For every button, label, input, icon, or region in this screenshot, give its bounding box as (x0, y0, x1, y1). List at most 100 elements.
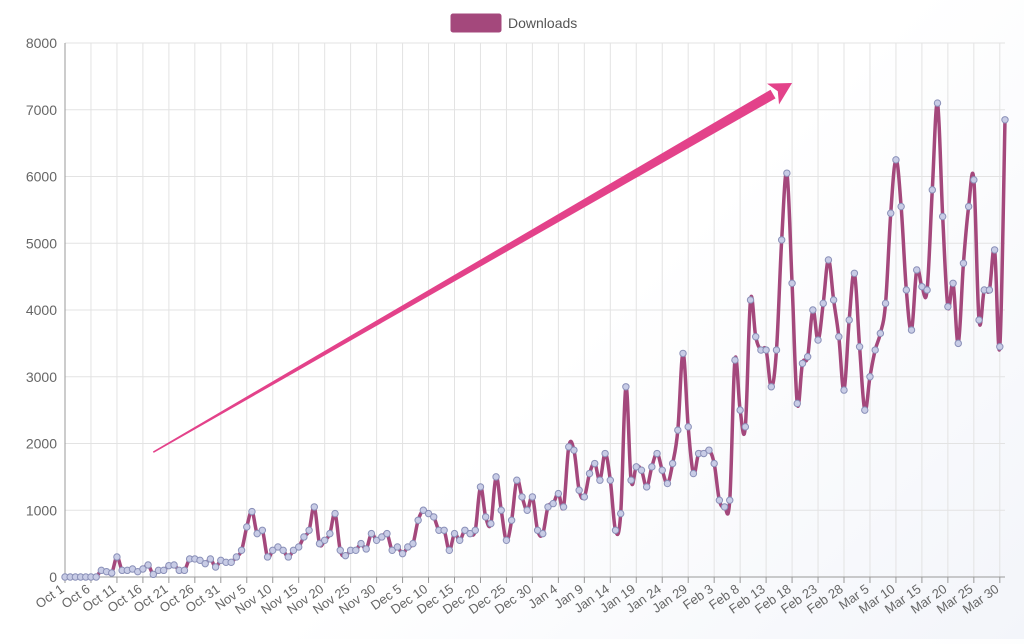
data-point[interactable] (783, 169, 791, 177)
data-point[interactable] (824, 256, 833, 264)
data-point[interactable] (591, 459, 599, 468)
data-point[interactable] (902, 286, 911, 294)
data-point[interactable] (918, 282, 926, 291)
data-point[interactable] (300, 533, 308, 541)
data-point[interactable] (585, 469, 594, 478)
data-point[interactable] (570, 446, 578, 454)
data-point[interactable] (274, 543, 282, 551)
data-point[interactable] (284, 553, 293, 561)
data-point[interactable] (601, 449, 609, 458)
data-point[interactable] (892, 156, 900, 164)
data-point[interactable] (414, 516, 422, 524)
data-point[interactable] (388, 546, 396, 554)
data-point[interactable] (476, 483, 485, 491)
data-point[interactable] (907, 326, 916, 334)
data-point[interactable] (466, 529, 474, 538)
data-point[interactable] (923, 286, 931, 294)
data-point[interactable] (642, 483, 651, 491)
data-point[interactable] (539, 529, 547, 538)
data-point[interactable] (705, 446, 713, 454)
data-point[interactable] (253, 529, 261, 538)
data-point[interactable] (658, 466, 666, 474)
data-point[interactable] (565, 443, 573, 451)
data-point[interactable] (580, 493, 589, 501)
data-point[interactable] (232, 553, 241, 561)
data-point[interactable] (440, 526, 448, 534)
data-point[interactable] (648, 463, 656, 471)
data-point[interactable] (393, 543, 402, 551)
data-point[interactable] (861, 406, 869, 414)
data-point[interactable] (461, 526, 469, 534)
data-point[interactable] (362, 545, 370, 553)
data-point[interactable] (887, 209, 895, 217)
data-point[interactable] (315, 539, 324, 548)
data-point[interactable] (809, 306, 817, 314)
data-point[interactable] (622, 383, 630, 391)
legend-swatch-downloads[interactable] (450, 13, 502, 33)
data-point[interactable] (513, 476, 521, 484)
data-point[interactable] (949, 279, 957, 287)
data-point[interactable] (528, 493, 537, 501)
data-point[interactable] (674, 426, 682, 434)
data-point[interactable] (471, 526, 479, 534)
data-point[interactable] (326, 529, 334, 538)
data-point[interactable] (689, 469, 698, 478)
data-point[interactable] (736, 406, 744, 414)
data-point[interactable] (803, 353, 812, 361)
data-point[interactable] (144, 561, 152, 569)
data-point[interactable] (793, 399, 801, 408)
data-point[interactable] (933, 99, 942, 107)
data-point[interactable] (938, 212, 947, 221)
data-point[interactable] (554, 489, 563, 498)
data-point[interactable] (310, 503, 318, 511)
data-point[interactable] (492, 473, 500, 481)
data-point[interactable] (819, 299, 827, 308)
data-point[interactable] (866, 373, 874, 381)
data-point[interactable] (668, 459, 677, 468)
data-point[interactable] (248, 507, 256, 516)
data-point[interactable] (632, 463, 640, 471)
data-point[interactable] (871, 346, 879, 354)
data-point[interactable] (507, 516, 516, 524)
data-point[interactable] (964, 202, 973, 211)
data-point[interactable] (336, 546, 344, 554)
data-point[interactable] (196, 556, 204, 565)
data-point[interactable] (533, 526, 542, 534)
data-point[interactable] (149, 570, 157, 579)
data-point[interactable] (944, 302, 952, 311)
data-point[interactable] (627, 476, 635, 484)
data-point[interactable] (653, 449, 661, 458)
data-point[interactable] (741, 423, 750, 431)
data-point[interactable] (320, 536, 329, 544)
data-point[interactable] (684, 423, 692, 431)
data-point[interactable] (720, 503, 729, 511)
data-point[interactable] (378, 533, 386, 541)
data-point[interactable] (996, 343, 1004, 351)
data-point[interactable] (845, 316, 853, 324)
data-point[interactable] (840, 386, 848, 394)
data-point[interactable] (108, 569, 116, 577)
data-point[interactable] (502, 536, 511, 544)
legend-label-downloads[interactable]: Downloads (508, 15, 577, 31)
data-point[interactable] (928, 186, 936, 194)
data-point[interactable] (777, 236, 786, 244)
data-point[interactable] (1001, 116, 1009, 124)
data-point[interactable] (357, 539, 365, 548)
data-point[interactable] (289, 546, 298, 554)
data-point[interactable] (954, 339, 962, 348)
data-point[interactable] (341, 551, 350, 560)
data-point[interactable] (497, 506, 505, 514)
data-point[interactable] (835, 333, 843, 341)
data-point[interactable] (113, 553, 121, 561)
data-point[interactable] (159, 566, 168, 575)
data-point[interactable] (990, 246, 999, 254)
data-point[interactable] (450, 529, 459, 538)
data-point[interactable] (523, 506, 531, 514)
data-point[interactable] (881, 299, 890, 308)
data-point[interactable] (975, 316, 983, 324)
data-point[interactable] (398, 549, 407, 558)
data-point[interactable] (419, 506, 428, 514)
data-point[interactable] (201, 559, 209, 568)
data-point[interactable] (637, 466, 646, 474)
data-point[interactable] (710, 459, 718, 468)
